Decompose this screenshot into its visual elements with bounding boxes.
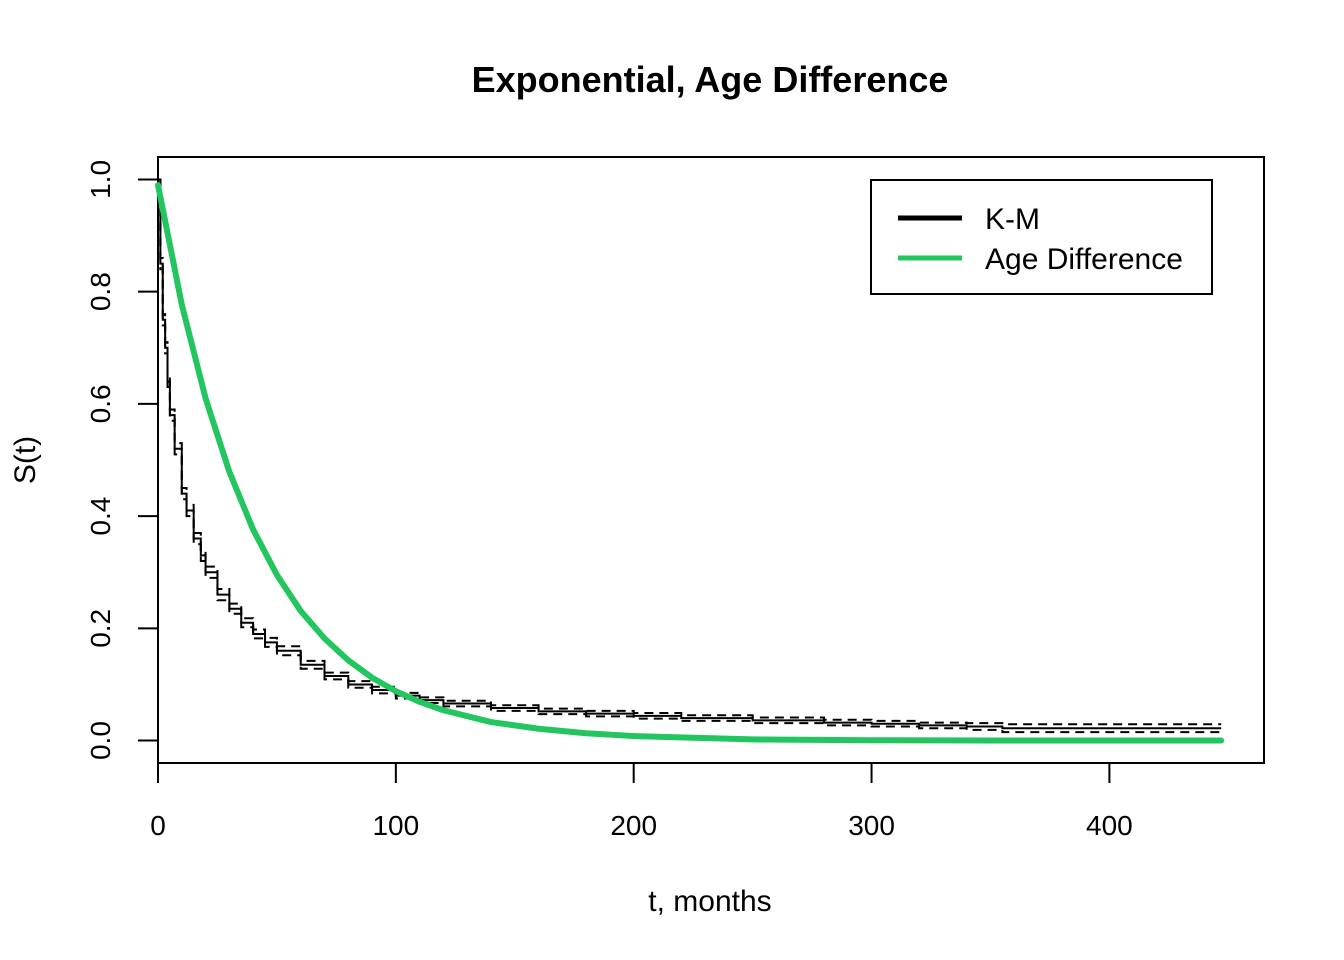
x-axis: 0 100 200 300 400 [150, 762, 1133, 841]
y-tick-label: 1.0 [85, 160, 116, 199]
y-tick-label: 0.6 [85, 384, 116, 423]
legend-box [870, 179, 1213, 295]
y-tick-label: 0.0 [85, 721, 116, 760]
y-tick-label: 0.4 [85, 497, 116, 536]
x-tick-label: 400 [1086, 810, 1133, 841]
legend-label-km: K-M [985, 203, 1040, 236]
y-axis-label: S(t) [9, 436, 42, 484]
y-tick-label: 0.8 [85, 272, 116, 311]
legend: K-M Age Difference [870, 179, 1213, 295]
x-axis-label: t, months [648, 885, 771, 918]
series-line-k-m [158, 178, 1222, 730]
series-layer [155, 178, 1225, 744]
x-tick-label: 100 [372, 810, 419, 841]
y-axis: 0.0 0.2 0.4 0.6 0.8 1.0 [85, 160, 159, 760]
legend-label-age-difference: Age Difference [985, 243, 1183, 276]
x-tick-label: 300 [848, 810, 895, 841]
x-tick-label: 0 [150, 810, 166, 841]
series-line-age-difference [155, 182, 1225, 744]
x-tick-label: 200 [610, 810, 657, 841]
y-tick-label: 0.2 [85, 609, 116, 648]
chart-title: Exponential, Age Difference [472, 59, 949, 100]
